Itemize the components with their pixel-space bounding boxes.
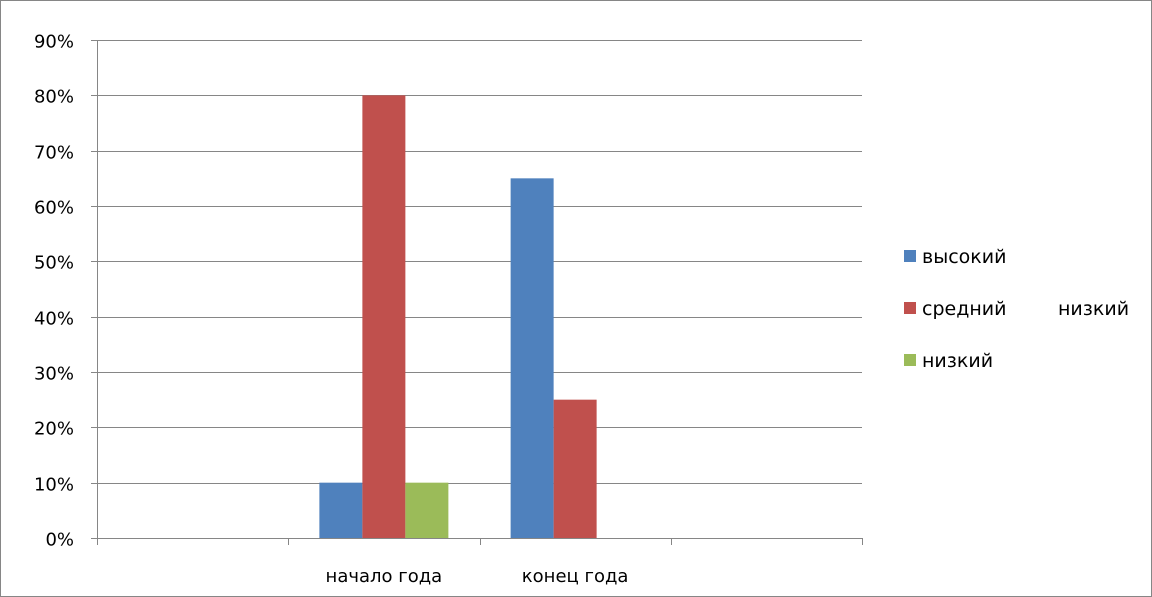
- bar-2-3: [553, 399, 597, 538]
- x-category-label-2: начало года: [326, 566, 443, 587]
- y-tick-label-70: 70%: [34, 143, 74, 164]
- y-tick-label-40: 40%: [34, 309, 74, 330]
- legend-swatch-sredniy: [904, 301, 916, 314]
- legend-item-vysokiy: высокий: [904, 246, 1006, 274]
- bar-1-2: [319, 482, 363, 538]
- legend-item-sredniy: средний низкий: [904, 298, 1129, 326]
- y-tick-label-0: 0%: [45, 530, 74, 551]
- legend-item-nizkiy: низкий: [904, 350, 1006, 378]
- bar-2-2: [362, 95, 406, 538]
- bar-3-2: [405, 482, 449, 538]
- legend-stray-label: низкий: [1058, 298, 1130, 320]
- legend-label-vysokiy: высокий: [922, 246, 1007, 268]
- y-tick-label-20: 20%: [34, 419, 74, 440]
- y-tick-label-60: 60%: [34, 198, 74, 219]
- legend-swatch-vysokiy: [904, 249, 916, 262]
- legend-label-sredniy: средний: [922, 298, 1007, 320]
- legend-label-nizkiy: низкий: [922, 350, 994, 372]
- legend-swatch-nizkiy: [904, 353, 916, 366]
- x-category-label-3: конец года: [522, 566, 629, 587]
- y-tick-label-80: 80%: [34, 87, 74, 108]
- y-tick-label-90: 90%: [34, 32, 74, 53]
- y-tick-label-50: 50%: [34, 253, 74, 274]
- legend: высокий средний низкий низкий: [904, 246, 1129, 402]
- bar-1-3: [510, 178, 554, 539]
- y-tick-label-30: 30%: [34, 364, 74, 385]
- y-tick-label-10: 10%: [34, 475, 74, 496]
